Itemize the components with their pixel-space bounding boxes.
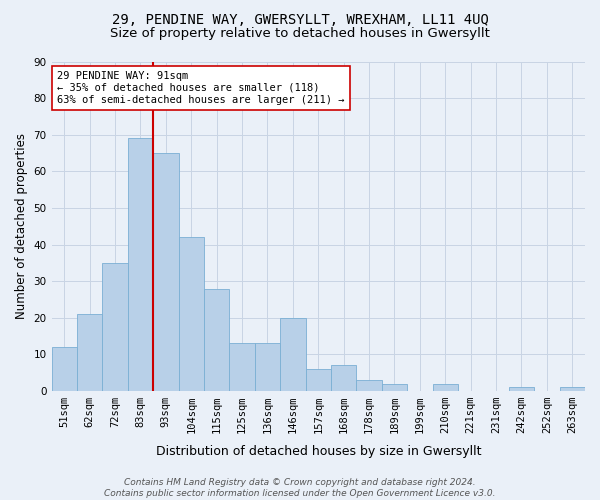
Bar [153, 153, 179, 391]
Bar [77, 314, 103, 391]
Text: 29 PENDINE WAY: 91sqm
← 35% of detached houses are smaller (118)
63% of semi-det: 29 PENDINE WAY: 91sqm ← 35% of detached … [57, 72, 344, 104]
Bar [255, 344, 280, 391]
Bar [229, 344, 255, 391]
X-axis label: Distribution of detached houses by size in Gwersyllt: Distribution of detached houses by size … [155, 444, 481, 458]
Bar [204, 288, 229, 391]
Bar [305, 369, 331, 391]
Text: 29, PENDINE WAY, GWERSYLLT, WREXHAM, LL11 4UQ: 29, PENDINE WAY, GWERSYLLT, WREXHAM, LL1… [112, 12, 488, 26]
Bar [52, 347, 77, 391]
Bar [103, 263, 128, 391]
Bar [509, 388, 534, 391]
Text: Contains HM Land Registry data © Crown copyright and database right 2024.
Contai: Contains HM Land Registry data © Crown c… [104, 478, 496, 498]
Bar [433, 384, 458, 391]
Bar [179, 237, 204, 391]
Bar [560, 388, 585, 391]
Bar [280, 318, 305, 391]
Text: Size of property relative to detached houses in Gwersyllt: Size of property relative to detached ho… [110, 28, 490, 40]
Bar [356, 380, 382, 391]
Bar [128, 138, 153, 391]
Bar [382, 384, 407, 391]
Y-axis label: Number of detached properties: Number of detached properties [15, 134, 28, 320]
Bar [331, 366, 356, 391]
